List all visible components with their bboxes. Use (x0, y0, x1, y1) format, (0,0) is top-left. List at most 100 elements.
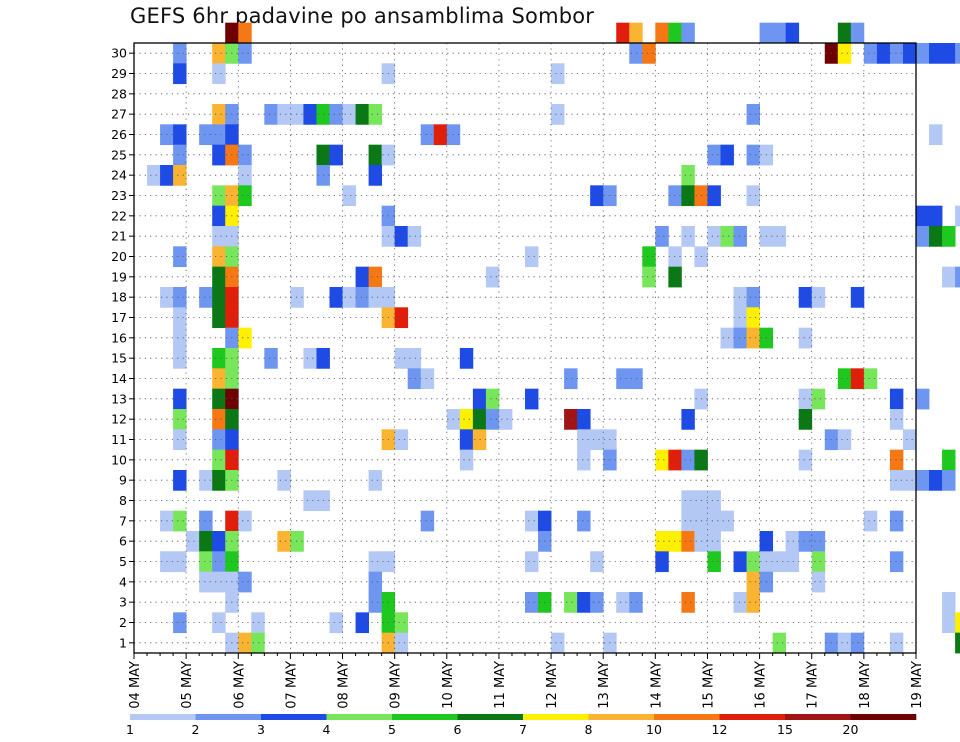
x-tick-label: 11 MAY (493, 661, 508, 709)
heatmap-cell (577, 592, 591, 613)
heatmap-cell (394, 307, 409, 329)
heatmap-cell (238, 144, 252, 166)
heatmap-cell (759, 22, 774, 44)
legend-label: 15 (777, 722, 793, 737)
heatmap-cell (655, 551, 669, 573)
x-tick-label: 06 MAY (232, 661, 247, 709)
heatmap-cell (199, 470, 213, 491)
heatmap-cell (238, 165, 252, 186)
heatmap-cell (303, 348, 317, 369)
heatmap-cell (876, 43, 891, 64)
heatmap-cell (394, 429, 409, 451)
heatmap-cell (472, 388, 487, 410)
heatmap-cell (850, 22, 865, 44)
heatmap-cell (212, 470, 226, 491)
heatmap-cell (355, 104, 369, 125)
legend-swatch (195, 714, 262, 720)
heatmap-cell (459, 409, 474, 430)
heatmap-cell (889, 510, 904, 532)
legend-label: 4 (323, 722, 331, 737)
heatmap-cell (212, 144, 226, 166)
heatmap-cell (525, 592, 539, 613)
heatmap-cell (929, 226, 943, 247)
heatmap-cell (720, 226, 734, 247)
y-tick-label: 30 (111, 46, 127, 61)
heatmap-cell (368, 104, 383, 125)
heatmap-cell (707, 226, 721, 247)
heatmap-cell (212, 226, 226, 247)
heatmap-cell (772, 22, 787, 44)
heatmap-cell (212, 266, 226, 288)
heatmap-cell (681, 490, 695, 512)
legend-label: 7 (519, 722, 527, 737)
y-tick-label: 25 (111, 147, 127, 162)
heatmap-cell (564, 409, 578, 430)
heatmap-cell (329, 144, 343, 166)
heatmap-cell (916, 388, 930, 410)
heatmap-cell (277, 104, 291, 125)
heatmap-cell (212, 185, 226, 207)
heatmap-cell (525, 551, 539, 573)
heatmap-cell (785, 22, 800, 44)
heatmap-cell (212, 307, 226, 329)
heatmap-cell (472, 429, 487, 451)
y-tick-label: 4 (119, 574, 127, 589)
heatmap-cell (707, 144, 721, 166)
heatmap-cell (889, 388, 904, 410)
y-tick-label: 17 (111, 310, 127, 325)
heatmap-cell (642, 43, 656, 64)
heatmap-cell (746, 104, 760, 125)
heatmap-cell (173, 470, 187, 491)
heatmap-cell (889, 409, 904, 430)
heatmap-cell (707, 531, 721, 552)
heatmap-cell (212, 43, 226, 64)
heatmap-cell (642, 246, 656, 268)
heatmap-cell (746, 185, 760, 207)
heatmap-cell (889, 43, 904, 64)
x-tick-label: 05 MAY (180, 661, 195, 709)
heatmap-cell (407, 368, 422, 390)
heatmap-cell (173, 510, 187, 532)
heatmap-cell (173, 246, 187, 268)
heatmap-cell (368, 287, 383, 308)
heatmap-cell (746, 551, 760, 573)
heatmap-cell (850, 632, 865, 654)
heatmap-cell (655, 449, 669, 471)
heatmap-cell (655, 226, 669, 247)
heatmap-cell (707, 185, 721, 207)
heatmap-cell (850, 287, 865, 308)
heatmap-cell (772, 632, 787, 654)
legend-swatch (326, 714, 393, 720)
heatmap-cell (212, 205, 226, 227)
legend-swatch (392, 714, 458, 720)
heatmap-cell (238, 185, 252, 207)
heatmap-cell (733, 226, 747, 247)
heatmap-cell (173, 612, 187, 634)
heatmap-cell (199, 551, 213, 573)
heatmap-cell (368, 165, 383, 186)
heatmap-cell (707, 510, 721, 532)
heatmap-cell (342, 185, 356, 207)
heatmap-cell (863, 368, 878, 390)
heatmap-cell (472, 409, 487, 430)
heatmap-cell (212, 348, 226, 369)
heatmap-cell (785, 551, 800, 573)
heatmap-cell (238, 571, 252, 593)
heatmap-cell (902, 429, 917, 451)
legend-swatch (719, 714, 786, 720)
chart-title: GEFS 6hr padavine po ansamblima Sombor (130, 4, 595, 28)
heatmap-cell (746, 571, 760, 593)
heatmap-cell (681, 449, 695, 471)
heatmap-cell (942, 449, 956, 471)
heatmap-cell (420, 368, 435, 390)
x-tick-label: 10 MAY (441, 661, 456, 709)
heatmap-cell (942, 470, 956, 491)
heatmap-cell (368, 470, 383, 491)
heatmap-cell (173, 144, 187, 166)
y-tick-label: 7 (119, 513, 127, 528)
y-tick-label: 15 (111, 351, 127, 366)
x-tick-label: 08 MAY (337, 661, 352, 709)
heatmap-cell (525, 246, 539, 268)
heatmap-cell (485, 409, 500, 430)
heatmap-cell (720, 327, 734, 349)
